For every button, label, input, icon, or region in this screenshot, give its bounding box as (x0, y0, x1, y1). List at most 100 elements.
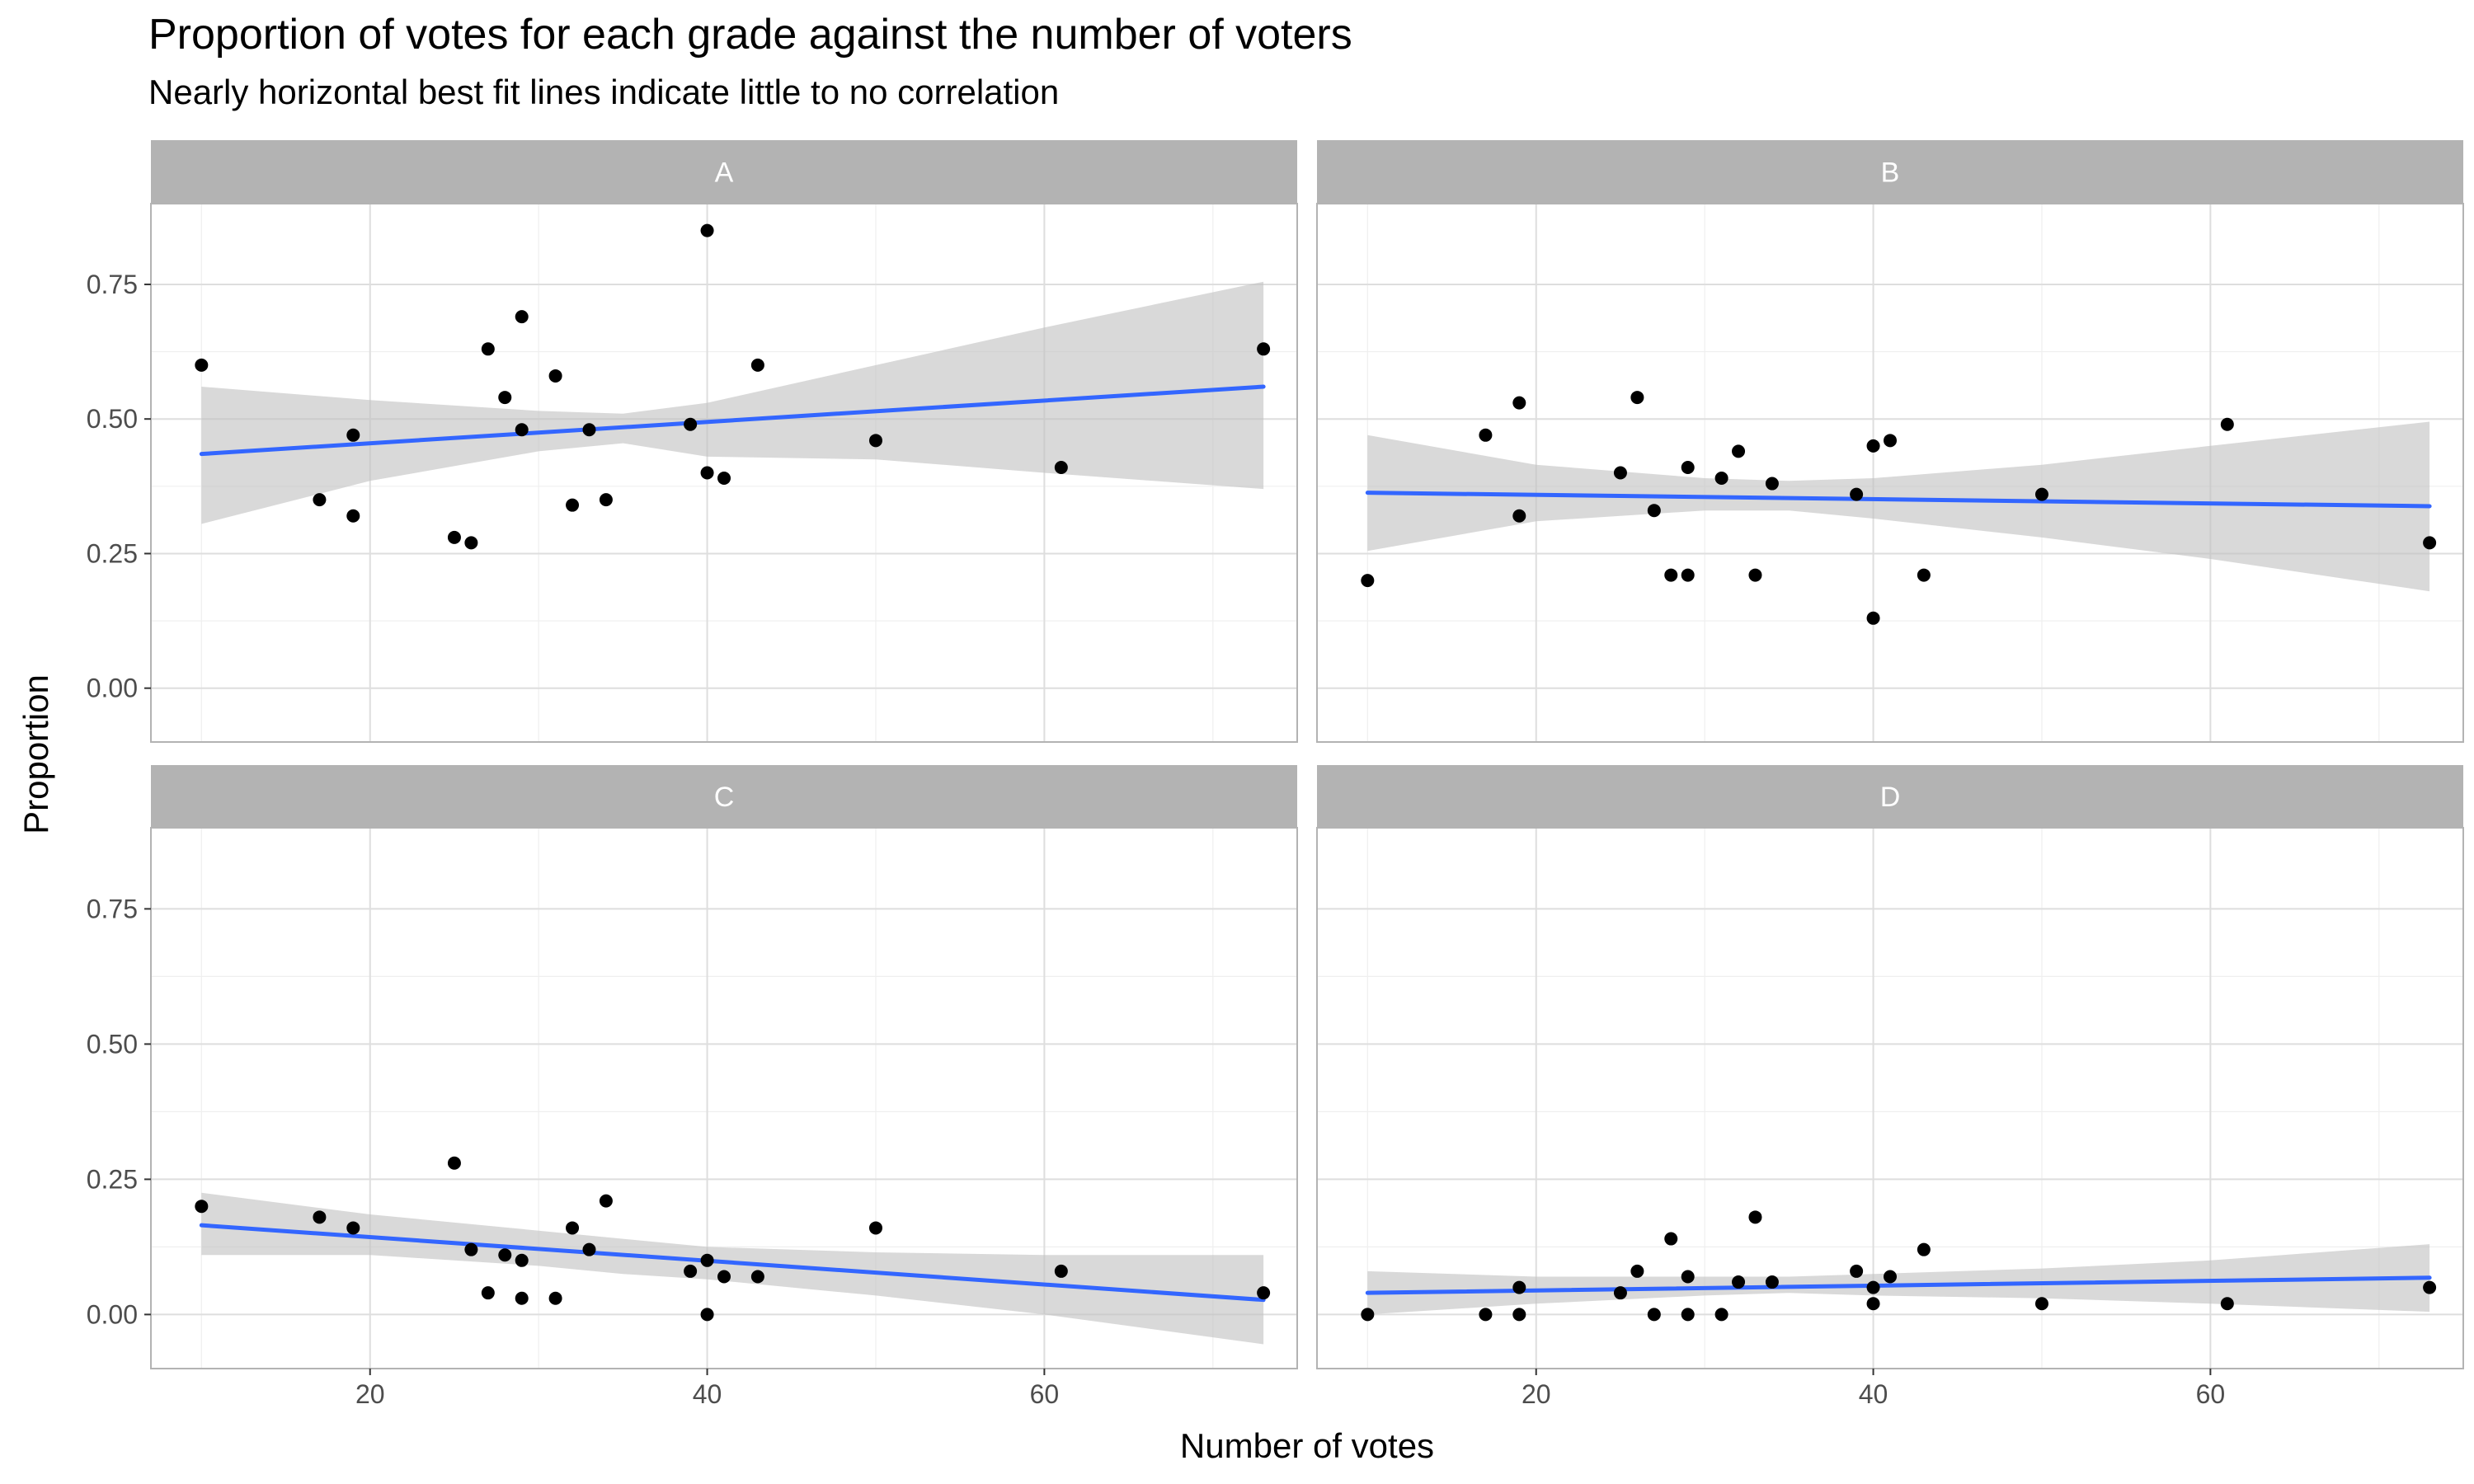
best-fit-line (199, 1223, 1266, 1303)
x-axis-title: Number of votes (1180, 1426, 1434, 1465)
y-tick-label: 0.75 (87, 270, 138, 299)
data-point (195, 1200, 209, 1214)
data-point (195, 358, 209, 372)
data-point (1765, 477, 1779, 491)
data-point (1613, 466, 1627, 480)
y-tick-label: 0.75 (87, 894, 138, 923)
data-point (1884, 1270, 1897, 1284)
y-tick-label: 0.00 (87, 1299, 138, 1329)
facet-panel-c: C 0.00 0.25 0.50 0.75 20 40 60 (87, 765, 1298, 1409)
data-point (1732, 444, 1746, 458)
data-point (515, 1253, 529, 1267)
data-point (1866, 1280, 1880, 1294)
data-point (515, 423, 529, 437)
data-point (346, 1221, 360, 1235)
data-point (1361, 574, 1375, 588)
data-point (1664, 1232, 1678, 1246)
data-point (1054, 460, 1068, 474)
data-point (684, 417, 698, 431)
data-point (313, 493, 327, 507)
data-point (868, 434, 882, 448)
data-point (1630, 1264, 1644, 1278)
data-point (1765, 1275, 1779, 1289)
data-point (1613, 1286, 1627, 1300)
confidence-ribbon (1367, 1244, 2430, 1315)
data-point (1917, 1242, 1931, 1256)
y-tick-label: 0.50 (87, 404, 138, 434)
data-point (2034, 1297, 2048, 1311)
data-point (1479, 428, 1493, 442)
data-point (1714, 1308, 1729, 1322)
facet-strip-label: C (714, 782, 735, 813)
data-point (2034, 487, 2048, 501)
best-fit-line (1365, 491, 2432, 509)
facet-strip (151, 765, 1297, 828)
chart-title: Proportion of votes for each grade again… (148, 11, 1352, 59)
data-point (684, 1264, 698, 1278)
confidence-ribbon (1367, 421, 2430, 592)
facet-panel-a: A 0.00 0.25 0.50 0.75 (87, 140, 1298, 743)
x-tick-label: 60 (1030, 1379, 1060, 1409)
data-point (1257, 1286, 1271, 1300)
data-point (717, 1270, 731, 1284)
data-point (1664, 568, 1678, 582)
data-point (1630, 391, 1644, 405)
y-tick-label: 0.25 (87, 1164, 138, 1194)
best-fit-line (199, 384, 1266, 457)
data-point (1866, 1297, 1880, 1311)
data-point (700, 1253, 714, 1267)
data-point (1850, 1264, 1864, 1278)
facet-panel-d: D 20 40 60 (1316, 765, 2464, 1409)
data-point (1512, 509, 1526, 523)
data-point (1681, 568, 1695, 582)
data-point (498, 391, 512, 405)
data-point (1361, 1308, 1375, 1322)
data-point (566, 498, 580, 512)
data-point (464, 1242, 478, 1256)
data-point (1512, 1280, 1526, 1294)
data-point (447, 1156, 461, 1170)
data-point (515, 1291, 529, 1305)
confidence-ribbon (201, 1192, 1264, 1345)
data-point (481, 1286, 495, 1300)
facet-strip (1317, 140, 2463, 204)
best-fit-line (1365, 1275, 2432, 1295)
data-point (498, 1248, 512, 1262)
x-tick-label: 40 (1859, 1379, 1888, 1409)
data-point (1257, 342, 1271, 356)
facet-panel-b: B (1316, 140, 2464, 743)
facet-strip-label: B (1881, 157, 1900, 189)
data-point (750, 358, 764, 372)
data-point (599, 1194, 613, 1208)
data-point (346, 509, 360, 523)
data-point (1681, 1270, 1695, 1284)
data-point (2423, 1280, 2437, 1294)
panel-border (150, 203, 1298, 743)
x-tick-label: 20 (355, 1379, 385, 1409)
data-point (1054, 1264, 1068, 1278)
data-point (1512, 1308, 1526, 1322)
panel-border (1316, 827, 2464, 1369)
facet-strip (151, 140, 1297, 204)
data-point (464, 536, 478, 550)
chart-subtitle: Nearly horizontal best fit lines indicat… (148, 73, 1060, 111)
data-point (2220, 417, 2234, 431)
data-point (599, 493, 613, 507)
data-point (1884, 434, 1897, 448)
y-tick-label: 0.25 (87, 538, 138, 568)
data-point (700, 1308, 714, 1322)
data-point (700, 466, 714, 480)
facet-strip (1317, 765, 2463, 828)
y-tick-label: 0.00 (87, 674, 138, 703)
data-point (582, 423, 596, 437)
data-point (1866, 611, 1880, 625)
data-point (313, 1210, 327, 1224)
data-point (582, 1242, 596, 1256)
panel-border (150, 827, 1298, 1369)
data-point (1917, 568, 1931, 582)
data-point (1512, 396, 1526, 410)
data-point (1866, 439, 1880, 453)
data-point (1732, 1275, 1746, 1289)
